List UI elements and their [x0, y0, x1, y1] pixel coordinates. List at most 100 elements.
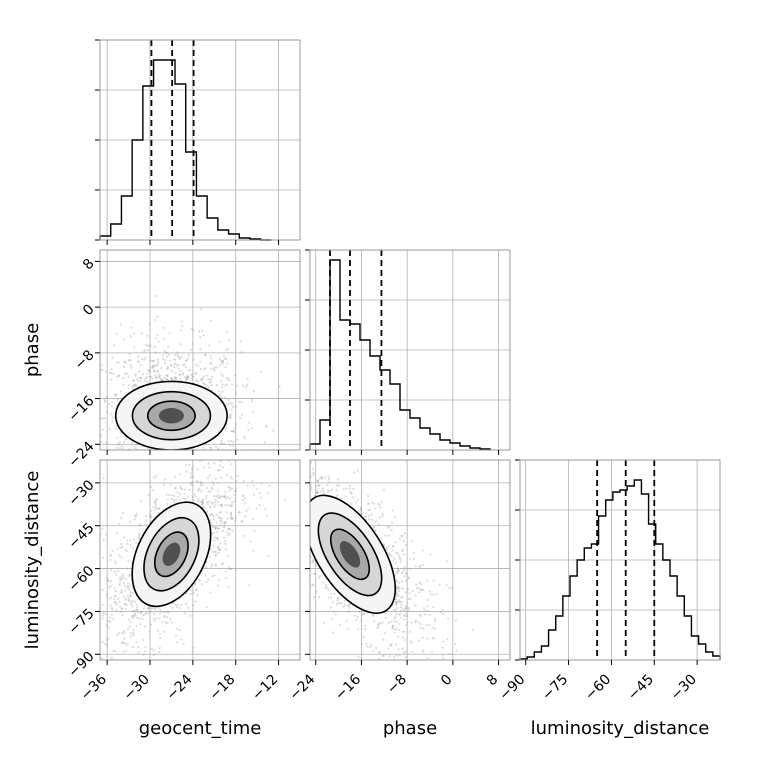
sample-point [403, 532, 407, 535]
sample-point [169, 376, 173, 379]
sample-point [230, 383, 234, 386]
sample-point [230, 477, 234, 480]
sample-point [422, 649, 425, 652]
sample-point [120, 578, 123, 581]
sample-point [438, 583, 441, 586]
sample-point [216, 366, 219, 369]
sample-point [185, 470, 188, 473]
sample-point [183, 362, 186, 366]
sample-point [210, 563, 214, 566]
sample-point [223, 495, 226, 498]
sample-point [134, 374, 137, 377]
sample-point [442, 612, 445, 616]
sample-point [141, 357, 144, 360]
sample-point [204, 353, 207, 356]
sample-point [110, 378, 113, 381]
sample-point [349, 490, 352, 494]
sample-point [210, 384, 213, 387]
sample-point [174, 353, 177, 356]
sample-point [103, 400, 106, 403]
sample-point [228, 527, 231, 531]
sample-point [454, 643, 457, 646]
sample-point [192, 329, 195, 332]
sample-point [398, 556, 401, 560]
sample-point [190, 475, 193, 478]
sample-point [143, 604, 146, 607]
sample-point [402, 540, 406, 543]
sample-point [101, 368, 104, 371]
sample-point [221, 386, 224, 389]
sample-point [131, 646, 134, 649]
sample-point [123, 536, 126, 539]
sample-point [410, 621, 413, 624]
sample-point [251, 517, 255, 520]
sample-point [369, 645, 372, 649]
hist-phase-frame [309, 249, 511, 451]
sample-point [201, 499, 204, 502]
sample-point [101, 640, 104, 643]
sample-point [145, 523, 148, 526]
sample-point [221, 563, 224, 566]
sample-point [153, 345, 156, 348]
sample-point [167, 346, 170, 349]
sample-point [322, 487, 325, 490]
sample-point [197, 380, 200, 383]
sample-point [132, 379, 135, 382]
sample-point [105, 370, 108, 373]
sample-point [103, 399, 107, 402]
sample-point [395, 620, 399, 623]
sample-point [350, 502, 353, 505]
sample-point [132, 538, 136, 541]
sample-point [404, 650, 407, 653]
sample-point [200, 480, 203, 484]
sample-point [215, 536, 218, 539]
sample-point [118, 446, 121, 450]
sample-point [409, 597, 412, 600]
sample-point [166, 355, 169, 358]
sample-point [127, 560, 130, 563]
sample-point [144, 343, 147, 347]
sample-point [455, 649, 458, 653]
sample-point [354, 501, 358, 504]
sample-point [124, 548, 127, 551]
sample-point [126, 643, 129, 646]
sample-point [241, 519, 244, 522]
sample-point [267, 554, 270, 557]
sample-point [144, 356, 147, 359]
sample-point [155, 616, 158, 619]
sample-point [350, 492, 353, 495]
sample-point [124, 361, 127, 364]
sample-point [192, 646, 195, 649]
sample-point [168, 331, 171, 335]
sample-point [131, 600, 134, 603]
sample-point [212, 367, 216, 370]
sample-point [228, 444, 232, 447]
sample-point [175, 499, 178, 502]
sample-point [359, 510, 362, 513]
sample-point [398, 586, 401, 589]
sample-point [401, 630, 404, 633]
sample-point [149, 623, 153, 626]
sample-point [101, 428, 105, 431]
sample-point [150, 365, 154, 369]
sample-point [252, 484, 255, 487]
sample-point [407, 587, 410, 591]
sample-point [394, 598, 398, 601]
sample-point [159, 374, 162, 377]
sample-point [207, 378, 210, 381]
sample-point [123, 584, 127, 587]
sample-point [377, 623, 380, 626]
sample-point [131, 605, 134, 608]
sample-point [180, 320, 183, 323]
sample-point [211, 513, 214, 516]
sample-point [272, 429, 275, 432]
sample-point [396, 587, 399, 590]
sample-point [137, 535, 140, 538]
sample-point [398, 537, 401, 540]
sample-point [210, 565, 213, 568]
sample-point [228, 532, 231, 535]
sample-point [202, 382, 205, 385]
sample-point [133, 518, 136, 521]
sample-point [130, 615, 133, 618]
sample-point [227, 440, 230, 443]
